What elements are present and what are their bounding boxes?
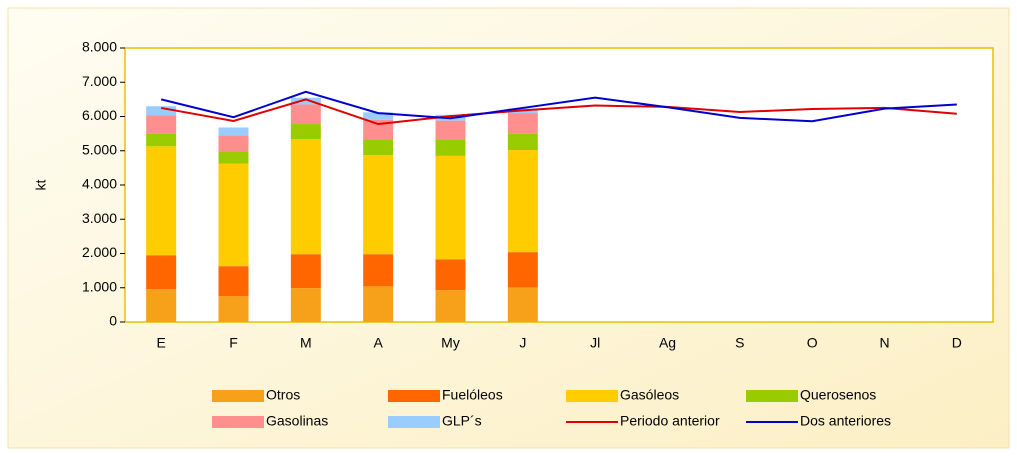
bar-segment <box>146 106 177 116</box>
bar-segment <box>290 288 321 322</box>
legend-label: Otros <box>266 387 300 403</box>
plot-area <box>124 47 994 323</box>
bar-segment <box>435 139 466 156</box>
bar-segment <box>290 97 321 105</box>
legend-swatch <box>388 390 440 402</box>
bar-segment <box>218 151 249 164</box>
y-tick-label: 8.000 <box>82 39 117 55</box>
bar-segment <box>290 254 321 289</box>
bar-segment <box>435 155 466 260</box>
legend-label: Dos anteriores <box>800 413 891 429</box>
y-tick-label: 5.000 <box>82 141 117 157</box>
line-series <box>160 90 957 123</box>
legend-label: GLP´s <box>442 413 482 429</box>
legend-swatch <box>212 416 264 428</box>
bar-segment <box>435 259 466 291</box>
bar-segment <box>290 104 321 125</box>
legend-label: Gasolinas <box>266 413 328 429</box>
legend-label: Periodo anterior <box>620 413 720 429</box>
bar-segment <box>218 127 249 136</box>
x-tick-label: N <box>879 335 889 351</box>
legend-swatch <box>566 390 618 402</box>
bar-segment <box>146 115 177 134</box>
bar-segment <box>435 120 466 140</box>
x-tick-label: O <box>807 335 818 351</box>
y-tick-label: 6.000 <box>82 107 117 123</box>
bar-segment <box>218 135 249 152</box>
bar-segment <box>218 163 249 267</box>
y-tick-label: 1.000 <box>82 278 117 294</box>
y-tick-label: 0 <box>109 313 117 329</box>
line-series <box>160 98 957 126</box>
legend-swatch <box>212 390 264 402</box>
y-tick-label: 3.000 <box>82 210 117 226</box>
bar-segment <box>290 124 321 140</box>
bar-segment <box>146 133 177 147</box>
y-tick-label: 4.000 <box>82 176 117 192</box>
bar-segment <box>507 113 538 134</box>
bar-segment <box>507 150 538 253</box>
x-tick-label: Ag <box>659 335 676 351</box>
x-tick-label: My <box>441 335 460 351</box>
x-tick-label: A <box>373 335 383 351</box>
bar-segment <box>363 286 394 322</box>
bar-segment <box>146 255 177 290</box>
legend-label: Gasóleos <box>620 387 679 403</box>
y-axis-label: kt <box>33 179 49 190</box>
legend-swatch <box>388 416 440 428</box>
y-tick-label: 7.000 <box>82 73 117 89</box>
bar-segment <box>507 133 538 151</box>
x-tick-label: S <box>735 335 744 351</box>
x-tick-label: E <box>156 335 165 351</box>
y-tick-label: 2.000 <box>82 244 117 260</box>
legend-label: Querosenos <box>800 387 876 403</box>
x-tick-label: F <box>229 335 238 351</box>
x-tick-label: M <box>300 335 312 351</box>
bar-segment <box>507 287 538 322</box>
x-tick-label: D <box>952 335 962 351</box>
bar-segment <box>507 252 538 288</box>
legend-swatch <box>746 390 798 402</box>
bar-segment <box>218 296 249 322</box>
bar-segment <box>363 139 394 156</box>
bar-segment <box>363 155 394 255</box>
bar-segment <box>218 266 249 297</box>
x-tick-label: Jl <box>590 335 600 351</box>
x-tick-label: J <box>519 335 526 351</box>
bar-segment <box>363 254 394 287</box>
bar-segment <box>363 119 394 140</box>
bar-segment <box>146 146 177 256</box>
bar-segment <box>435 290 466 322</box>
bar-segment <box>146 289 177 322</box>
bar-segment <box>290 139 321 255</box>
legend-label: Fuelóleos <box>442 387 503 403</box>
bar-segment <box>363 112 394 120</box>
